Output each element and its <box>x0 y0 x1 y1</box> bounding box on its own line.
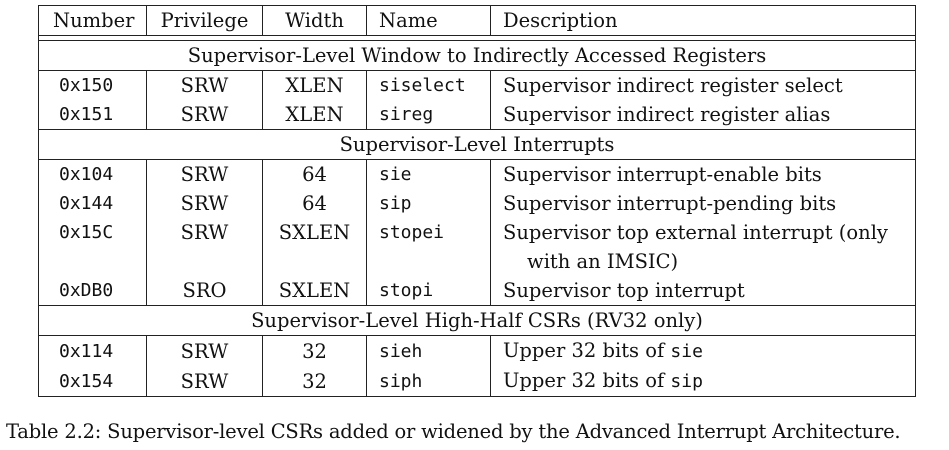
header-description: Description <box>490 5 916 36</box>
csr-description: Supervisor top external interrupt (only <box>490 218 916 247</box>
empty-cell <box>262 247 367 276</box>
description-continuation-text: with an IMSIC) <box>527 250 679 273</box>
csr-number: 0x114 <box>38 335 147 366</box>
section-title: Supervisor-Level Window to Indirectly Ac… <box>38 40 916 71</box>
csr-privilege: SRW <box>146 189 263 218</box>
csr-name: siph <box>366 366 491 397</box>
csr-number: 0x15C <box>38 218 147 247</box>
section-heading: Supervisor-Level Window to Indirectly Ac… <box>38 40 916 71</box>
csr-name: siselect <box>366 70 491 100</box>
csr-width: SXLEN <box>262 276 367 306</box>
csr-table: Number Privilege Width Name Description … <box>38 5 916 397</box>
table-row: 0x104 SRW 64 sie Supervisor interrupt-en… <box>38 159 916 189</box>
csr-width: 64 <box>262 159 367 189</box>
empty-cell <box>38 247 147 276</box>
empty-cell <box>146 247 263 276</box>
section-heading: Supervisor-Level High-Half CSRs (RV32 on… <box>38 305 916 336</box>
csr-number: 0x150 <box>38 70 147 100</box>
header-name: Name <box>366 5 491 36</box>
csr-width: XLEN <box>262 70 367 100</box>
csr-width: SXLEN <box>262 218 367 247</box>
csr-width: XLEN <box>262 100 367 130</box>
csr-number: 0x104 <box>38 159 147 189</box>
csr-privilege: SRW <box>146 100 263 130</box>
csr-name: sieh <box>366 335 491 366</box>
csr-name: sireg <box>366 100 491 130</box>
csr-privilege: SRW <box>146 159 263 189</box>
csr-name: sie <box>366 159 491 189</box>
csr-number: 0x154 <box>38 366 147 397</box>
csr-name: stopi <box>366 276 491 306</box>
table-header-row: Number Privilege Width Name Description <box>38 5 916 36</box>
header-width: Width <box>262 5 367 36</box>
section-title: Supervisor-Level High-Half CSRs (RV32 on… <box>38 305 916 336</box>
csr-name: sip <box>366 189 491 218</box>
csr-width: 32 <box>262 335 367 366</box>
table-row: 0x15C SRW SXLEN stopei Supervisor top ex… <box>38 218 916 247</box>
csr-description: Upper 32 bits of sie <box>490 335 916 366</box>
csr-privilege: SRW <box>146 335 263 366</box>
table-row: 0x150 SRW XLEN siselect Supervisor indir… <box>38 70 916 100</box>
table-caption: Table 2.2: Supervisor-level CSRs added o… <box>6 420 901 443</box>
empty-cell <box>366 247 491 276</box>
csr-privilege: SRW <box>146 70 263 100</box>
header-privilege: Privilege <box>146 5 263 36</box>
table-row-continuation: with an IMSIC) <box>38 247 916 276</box>
csr-table-container: Number Privilege Width Name Description … <box>38 5 916 397</box>
table-row: 0x114 SRW 32 sieh Upper 32 bits of sie <box>38 335 916 366</box>
section-title: Supervisor-Level Interrupts <box>38 129 916 160</box>
csr-privilege: SRO <box>146 276 263 306</box>
csr-number: 0x144 <box>38 189 147 218</box>
description-prefix: Upper 32 bits of <box>503 339 671 362</box>
header-number: Number <box>38 5 147 36</box>
csr-description: Supervisor interrupt-pending bits <box>490 189 916 218</box>
csr-description: Upper 32 bits of sip <box>490 366 916 397</box>
description-code: sie <box>670 341 703 362</box>
csr-description: Supervisor indirect register alias <box>490 100 916 130</box>
table-row: 0xDB0 SRO SXLEN stopi Supervisor top int… <box>38 276 916 306</box>
csr-name: stopei <box>366 218 491 247</box>
table-row: 0x154 SRW 32 siph Upper 32 bits of sip <box>38 366 916 397</box>
csr-width: 32 <box>262 366 367 397</box>
csr-description-continuation: with an IMSIC) <box>490 247 916 276</box>
csr-description: Supervisor top interrupt <box>490 276 916 306</box>
double-rule <box>38 35 916 41</box>
table-row: 0x151 SRW XLEN sireg Supervisor indirect… <box>38 100 916 130</box>
csr-description: Supervisor indirect register select <box>490 70 916 100</box>
csr-width: 64 <box>262 189 367 218</box>
csr-description: Supervisor interrupt-enable bits <box>490 159 916 189</box>
section-heading: Supervisor-Level Interrupts <box>38 129 916 160</box>
description-code: sip <box>670 371 703 392</box>
csr-privilege: SRW <box>146 366 263 397</box>
description-prefix: Upper 32 bits of <box>503 369 671 392</box>
table-row: 0x144 SRW 64 sip Supervisor interrupt-pe… <box>38 189 916 218</box>
double-rule-cell <box>38 35 916 41</box>
csr-privilege: SRW <box>146 218 263 247</box>
csr-number: 0x151 <box>38 100 147 130</box>
csr-number: 0xDB0 <box>38 276 147 306</box>
